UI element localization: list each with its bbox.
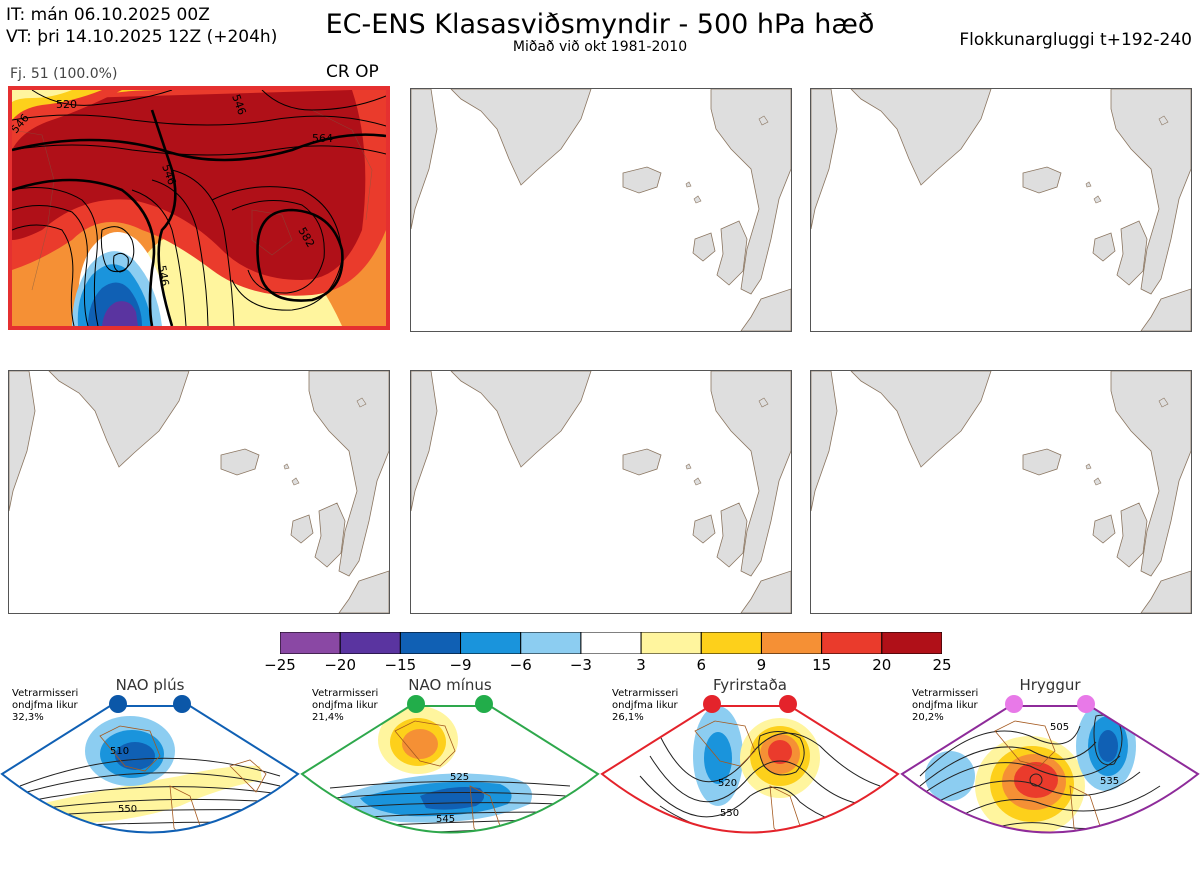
regime-dot-icon <box>1005 695 1023 713</box>
regime-note: Vetrarmisseri ondjfma likur 21,4% <box>312 688 379 723</box>
cluster-map-2[interactable] <box>410 88 792 332</box>
colorbar-tick-label: −3 <box>569 656 592 674</box>
regime-dot-icon <box>475 695 493 713</box>
cluster-map-5[interactable] <box>410 370 792 614</box>
regime-dot-icon <box>703 695 721 713</box>
colorbar-tick-label: −9 <box>449 656 472 674</box>
colorbar-bin <box>339 631 401 655</box>
colorbar-bin <box>760 631 823 655</box>
cluster-map-6[interactable] <box>810 370 1192 614</box>
regime-title: NAO mínus <box>408 676 492 694</box>
regime-dot-icon <box>1077 695 1095 713</box>
header-info: IT: mán 06.10.2025 00Z VT: þri 14.10.202… <box>6 4 277 48</box>
colorbar-tick-label: −25 <box>264 656 296 674</box>
contour-label: 550 <box>720 808 739 819</box>
cluster-1-anomaly-map: 520 546 564 582 546 546 546 <box>12 90 386 326</box>
regime-ridge: Hryggur Vetrarmisseri ondjfma likur 20,2… <box>900 676 1200 871</box>
colorbar-bin <box>279 631 341 655</box>
initial-time: IT: mán 06.10.2025 00Z <box>6 5 210 25</box>
regime-dot-icon <box>407 695 425 713</box>
contour-label: 505 <box>1050 722 1069 733</box>
colorbar <box>279 631 943 655</box>
colorbar-bin <box>700 631 762 655</box>
contour-label: 564 <box>312 132 333 145</box>
colorbar-bin <box>640 631 702 655</box>
contour-label: 565 <box>446 852 465 863</box>
cluster-map-3[interactable] <box>810 88 1192 332</box>
classification-window: Flokkunargluggi t+192-240 <box>959 30 1192 50</box>
land-map-icon <box>411 371 791 613</box>
cluster-map-4[interactable] <box>8 370 390 614</box>
contour-label: 535 <box>1100 776 1119 787</box>
colorbar-tick-label: −6 <box>509 656 532 674</box>
regime-dot-icon <box>109 695 127 713</box>
contour-label: 560 <box>1092 838 1111 849</box>
colorbar-tick-label: 9 <box>756 656 767 674</box>
contour-label: 520 <box>718 778 737 789</box>
colorbar-bin <box>881 631 943 655</box>
colorbar-tick-label: 6 <box>696 656 707 674</box>
regime-nao-minus: NAO mínus Vetrarmisseri ondjfma likur 21… <box>300 676 600 871</box>
regime-map: 525 545 565 <box>300 695 600 863</box>
colorbar-tick-label: 25 <box>932 656 952 674</box>
land-map-icon <box>411 89 791 331</box>
regime-frame <box>0 705 300 834</box>
colorbar-bin <box>460 631 522 655</box>
colorbar-tick-label: 15 <box>812 656 832 674</box>
page-subtitle: Miðað við okt 1981-2010 <box>512 39 688 55</box>
page-title: EC-ENS Klasasviðsmyndir - 500 hPa hæð <box>325 9 875 40</box>
colorbar-bin <box>580 631 642 655</box>
regime-map: 520 550 560 <box>600 695 900 845</box>
regime-title: NAO plús <box>115 676 185 694</box>
land-map-icon <box>811 371 1191 613</box>
regime-blocking: Fyrirstaða Vetrarmisseri ondjfma likur 2… <box>600 676 900 871</box>
contour-label: 525 <box>450 772 469 783</box>
contour-label: 560 <box>738 834 757 845</box>
valid-time: VT: þri 14.10.2025 12Z (+204h) <box>6 27 278 47</box>
contour-label: 546 <box>155 264 171 287</box>
regime-note: Vetrarmisseri ondjfma likur 32,3% <box>12 688 79 723</box>
colorbar-bin <box>821 631 883 655</box>
colorbar-tick-label: 3 <box>636 656 646 674</box>
regime-dot-icon <box>779 695 797 713</box>
regime-frame <box>900 705 1200 834</box>
colorbar-tick-label: −20 <box>324 656 356 674</box>
colorbar-bin <box>520 631 582 655</box>
regime-note: Vetrarmisseri ondjfma likur 20,2% <box>912 688 979 723</box>
colorbar-svg <box>279 631 943 655</box>
regime-frame <box>600 705 900 834</box>
regime-frame <box>300 705 600 834</box>
regime-dot-icon <box>173 695 191 713</box>
contour-label: 550 <box>118 804 137 815</box>
colorbar-tick-label: −15 <box>384 656 417 674</box>
land-map-icon <box>811 89 1191 331</box>
colorbar-bin <box>399 631 462 655</box>
cluster-members: Fj. 51 (100.0%) <box>10 66 118 82</box>
regime-nao-plus: NAO plús Vetrarmisseri ondjfma likur 32,… <box>0 676 300 871</box>
regime-map: 505 535 560 <box>900 695 1200 849</box>
contour-label: 510 <box>110 746 129 757</box>
regime-title: Hryggur <box>1019 676 1081 694</box>
regime-title: Fyrirstaða <box>713 676 787 694</box>
contour-label: 520 <box>56 98 77 111</box>
regime-note: Vetrarmisseri ondjfma likur 26,1% <box>612 688 679 723</box>
colorbar-tick-label: 20 <box>872 656 892 674</box>
cluster-tags: CR OP <box>326 62 379 82</box>
cluster-map-1[interactable]: 520 546 564 582 546 546 546 <box>8 86 390 330</box>
contour-label: 545 <box>436 814 455 825</box>
regime-map: 510 550 <box>0 695 300 834</box>
land-map-icon <box>9 371 389 613</box>
